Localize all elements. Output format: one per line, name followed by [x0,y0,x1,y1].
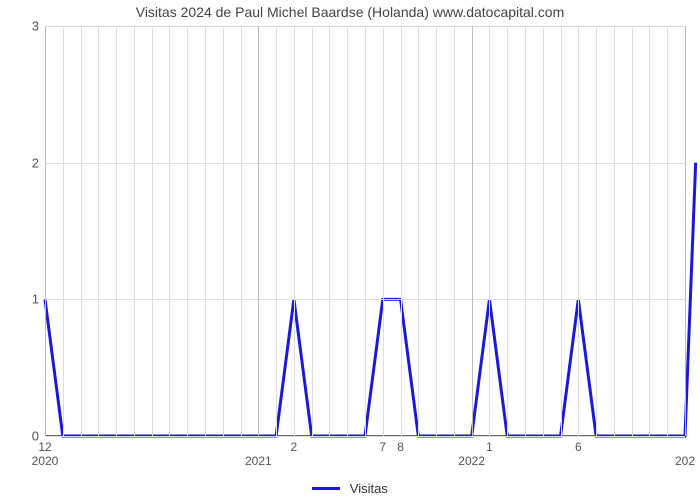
vgrid [685,26,686,436]
vgrid [596,26,597,436]
vgrid [667,26,668,436]
vgrid [45,26,46,436]
vgrid [241,26,242,436]
vgrid [347,26,348,436]
x-tick-year-label: 2020 [32,436,59,468]
y-tick-label: 1 [32,292,45,307]
x-value-label: 6 [575,436,582,454]
vgrid [63,26,64,436]
x-tick-year-label: 2021 [245,436,272,468]
vgrid [276,26,277,436]
vgrid [454,26,455,436]
vgrid [205,26,206,436]
x-value-label: 7 [379,436,386,454]
vgrid [98,26,99,436]
y-tick-label: 2 [32,155,45,170]
vgrid [418,26,419,436]
vgrid [489,26,490,436]
plot-area: 012312202020212022202278161 [45,26,685,436]
vgrid [383,26,384,436]
vgrid [561,26,562,436]
vgrid [436,26,437,436]
legend: Visitas [0,480,700,496]
vgrid [578,26,579,436]
vgrid [329,26,330,436]
vgrid [134,26,135,436]
vgrid [614,26,615,436]
vgrid [401,26,402,436]
vgrid [169,26,170,436]
x-value-label: 2 [291,436,298,454]
vgrid [543,26,544,436]
vgrid [525,26,526,436]
vgrid [152,26,153,436]
vgrid [258,26,259,436]
vgrid [116,26,117,436]
vgrid [507,26,508,436]
chart-title: Visitas 2024 de Paul Michel Baardse (Hol… [0,4,700,20]
vgrid [649,26,650,436]
x-value-label: 8 [397,436,404,454]
legend-label: Visitas [350,481,388,496]
vgrid [472,26,473,436]
vgrid [187,26,188,436]
x-value-label: 1 [486,436,493,454]
x-tick-year-label: 202 [675,436,695,468]
y-tick-label: 3 [32,19,45,34]
vgrid [223,26,224,436]
vgrid [632,26,633,436]
x-tick-year-label: 2022 [458,436,485,468]
vgrid [81,26,82,436]
hgrid [45,436,685,437]
vgrid [365,26,366,436]
vgrid [312,26,313,436]
legend-swatch [312,487,340,490]
vgrid [294,26,295,436]
chart-container: Visitas 2024 de Paul Michel Baardse (Hol… [0,0,700,500]
